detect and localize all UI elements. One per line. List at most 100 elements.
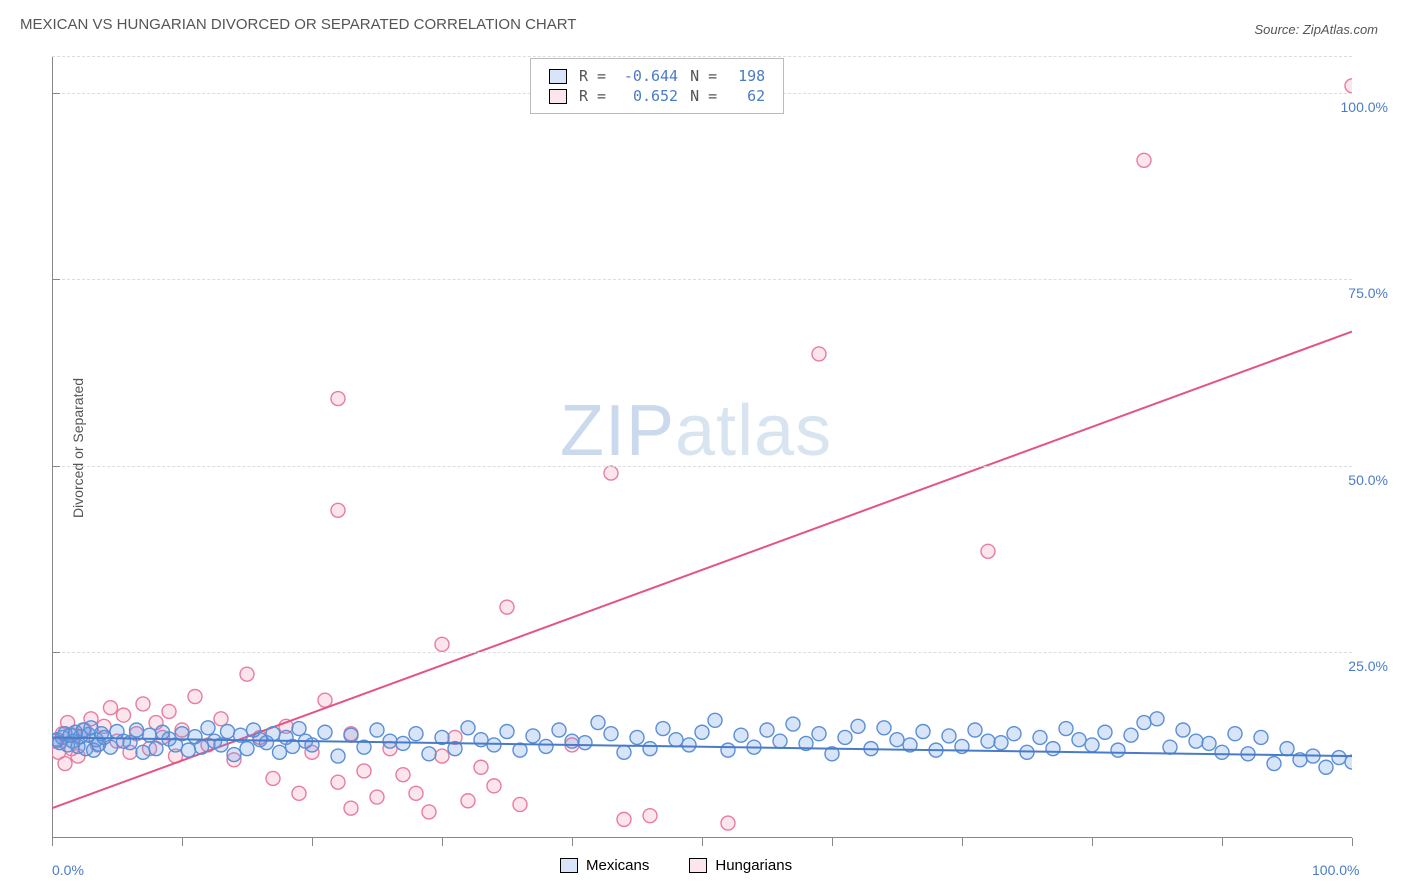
hungarians-point [331, 392, 345, 406]
mexicans-point [617, 745, 631, 759]
mexicans-point [227, 748, 241, 762]
mexicans-point [552, 723, 566, 737]
mexicans-point [916, 724, 930, 738]
mexicans-point [240, 742, 254, 756]
hungarians-point [409, 786, 423, 800]
mexicans-point [695, 725, 709, 739]
mexicans-point [565, 734, 579, 748]
y-tick-mark [52, 652, 60, 653]
legend-series: MexicansHungarians [560, 857, 792, 874]
n-label: N = [690, 87, 717, 105]
legend-item-hungarians: Hungarians [689, 857, 792, 874]
hungarians-point [617, 812, 631, 826]
n-value: 198 [729, 67, 765, 85]
mexicans-point [266, 727, 280, 741]
mexicans-point [708, 713, 722, 727]
grid-line [52, 56, 1352, 57]
x-tick-mark [52, 838, 53, 846]
grid-line [52, 466, 1352, 467]
chart-svg [52, 56, 1352, 838]
mexicans-point [526, 729, 540, 743]
x-tick-label: 100.0% [1312, 862, 1359, 878]
mexicans-point [149, 742, 163, 756]
hungarians-point [461, 794, 475, 808]
mexicans-point [682, 738, 696, 752]
hungarians-point [292, 786, 306, 800]
mexicans-point [1215, 745, 1229, 759]
mexicans-point [1228, 727, 1242, 741]
mexicans-point [773, 734, 787, 748]
hungarians-point [396, 768, 410, 782]
hungarians-point [136, 697, 150, 711]
mexicans-point [1137, 716, 1151, 730]
y-tick-mark [52, 279, 60, 280]
hungarians-point [58, 757, 72, 771]
mexicans-point [604, 727, 618, 741]
x-tick-mark [182, 838, 183, 846]
mexicans-point [1111, 743, 1125, 757]
hungarians-point [104, 701, 118, 715]
legend-swatch-pink [549, 89, 567, 104]
hungarians-point [117, 708, 131, 722]
hungarians-point [435, 637, 449, 651]
grid-line [52, 652, 1352, 653]
mexicans-point [409, 727, 423, 741]
hungarians-point [240, 667, 254, 681]
hungarians-point [435, 749, 449, 763]
x-tick-mark [572, 838, 573, 846]
x-tick-mark [312, 838, 313, 846]
mexicans-point [273, 745, 287, 759]
y-tick-label: 100.0% [1341, 99, 1388, 115]
hungarians-point [266, 771, 280, 785]
chart-title: MEXICAN VS HUNGARIAN DIVORCED OR SEPARAT… [20, 16, 576, 33]
hungarians-point [812, 347, 826, 361]
mexicans-point [305, 738, 319, 752]
mexicans-point [890, 733, 904, 747]
r-value: 0.652 [618, 87, 678, 105]
n-label: N = [690, 67, 717, 85]
hungarians-point [500, 600, 514, 614]
hungarians-point [422, 805, 436, 819]
mexicans-point [539, 739, 553, 753]
legend-swatch-blue [560, 858, 578, 873]
source-label: Source: ZipAtlas.com [1254, 22, 1378, 37]
mexicans-point [981, 734, 995, 748]
mexicans-point [487, 738, 501, 752]
mexicans-point [1124, 728, 1138, 742]
y-tick-label: 50.0% [1348, 472, 1388, 488]
hungarians-point [214, 712, 228, 726]
mexicans-point [1189, 734, 1203, 748]
mexicans-point [130, 723, 144, 737]
mexicans-point [669, 733, 683, 747]
hungarians-point [643, 809, 657, 823]
mexicans-point [143, 728, 157, 742]
hungarians-point [188, 689, 202, 703]
r-label: R = [579, 87, 606, 105]
mexicans-point [182, 743, 196, 757]
mexicans-point [838, 730, 852, 744]
hungarians-point [981, 544, 995, 558]
r-value: -0.644 [618, 67, 678, 85]
mexicans-point [1059, 722, 1073, 736]
mexicans-point [221, 724, 235, 738]
x-tick-mark [442, 838, 443, 846]
hungarians-point [331, 503, 345, 517]
legend-swatch-pink [689, 858, 707, 873]
mexicans-point [1098, 725, 1112, 739]
mexicans-point [786, 717, 800, 731]
x-tick-mark [832, 838, 833, 846]
mexicans-point [344, 728, 358, 742]
mexicans-point [721, 743, 735, 757]
mexicans-point [500, 724, 514, 738]
mexicans-point [1280, 742, 1294, 756]
hungarians-point [162, 704, 176, 718]
mexicans-point [942, 729, 956, 743]
mexicans-point [1163, 740, 1177, 754]
legend-correlation-row: R =-0.644N =198 [549, 67, 765, 85]
mexicans-point [318, 725, 332, 739]
mexicans-point [1267, 757, 1281, 771]
hungarians-point [721, 816, 735, 830]
y-tick-label: 75.0% [1348, 285, 1388, 301]
mexicans-point [994, 736, 1008, 750]
mexicans-point [578, 736, 592, 750]
